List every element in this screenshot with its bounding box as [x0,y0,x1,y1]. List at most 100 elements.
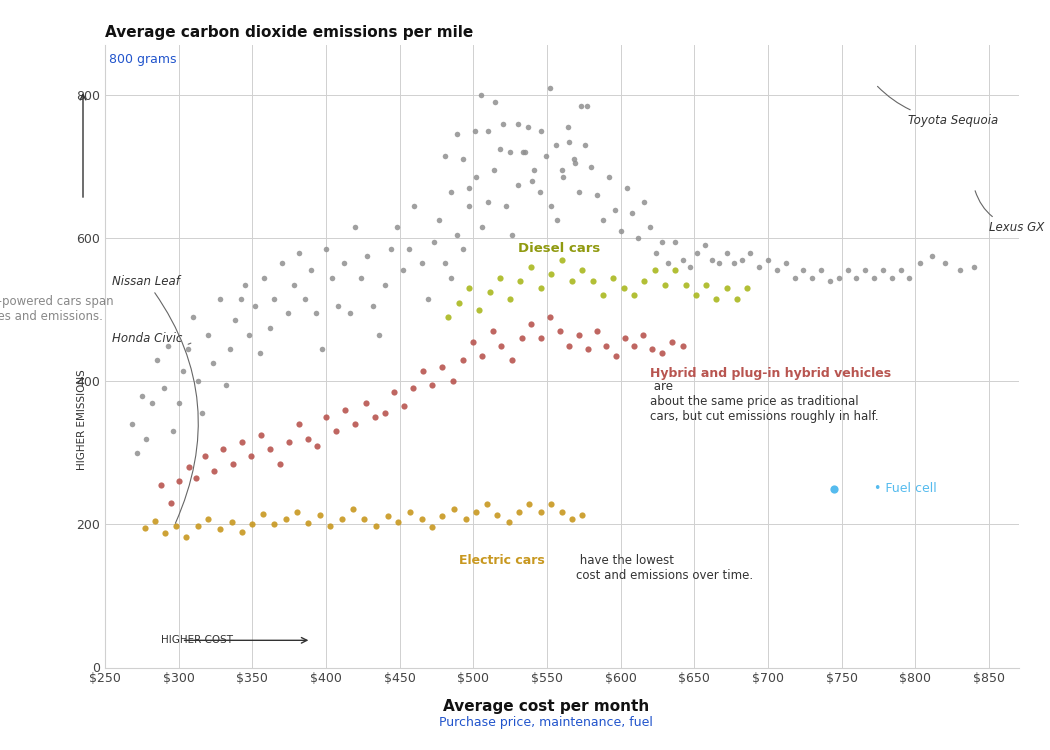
Point [177,530,194,542]
Point [414,514,430,526]
Point [312,509,329,521]
Point [443,272,460,284]
Point [532,282,549,294]
Point [300,517,317,529]
Point [211,293,228,305]
Point [667,236,684,248]
Point [951,265,968,277]
Point [576,140,593,152]
Point [194,407,211,419]
Point [521,498,538,510]
Point [523,261,540,273]
Point [786,272,803,284]
Point [337,404,354,416]
Point [234,526,251,538]
Point [181,461,197,473]
Point [251,346,268,358]
Point [211,524,228,536]
Point [170,397,187,409]
Point [330,300,346,312]
Point [478,498,495,510]
Point [224,516,240,528]
Point [579,100,595,112]
Point [432,214,448,226]
Point [487,96,504,108]
Point [394,265,411,277]
Point [634,328,651,340]
Point [636,196,653,208]
Point [607,203,624,215]
Point [491,272,508,284]
Point [813,265,830,277]
Text: HIGHER EMISSIONS: HIGHER EMISSIONS [77,370,87,470]
Point [937,257,953,269]
Text: HIGHER COST: HIGHER COST [161,635,233,645]
Point [266,293,282,305]
Point [450,296,467,308]
Point [344,503,361,515]
Point [624,207,640,219]
Point [377,407,394,419]
Point [461,182,478,194]
Point [923,250,940,262]
Point [443,186,460,198]
Point [574,509,591,521]
Point [517,146,533,158]
Point [594,290,611,302]
Text: • Fuel cell: • Fuel cell [874,482,937,495]
Point [509,118,526,130]
Point [901,272,918,284]
Point [136,522,153,534]
Point [400,243,417,255]
Point [214,443,231,455]
Point [636,275,653,287]
Point [180,343,196,355]
Point [911,257,928,269]
Point [404,382,421,394]
Point [653,236,670,248]
Point [468,506,485,518]
Point [821,275,838,287]
Point [322,520,339,532]
Point [328,425,344,437]
Point [200,328,216,340]
Point [612,225,629,237]
Point [646,265,663,277]
Point [656,279,673,291]
Point [348,419,364,430]
Point [256,272,273,284]
Point [470,304,487,316]
Point [564,513,581,525]
Text: Average cost per month: Average cost per month [443,699,649,714]
Point [564,275,581,287]
Point [742,247,759,259]
Point [561,340,578,352]
Text: Diesel cars: Diesel cars [518,242,600,255]
Point [777,257,794,269]
Point [553,254,570,266]
Point [667,265,684,277]
Point [674,254,691,266]
Point [359,250,376,262]
Point [618,182,635,194]
Point [688,290,705,302]
Point [616,332,633,344]
Point [165,425,182,437]
Point [261,322,278,334]
Point [278,513,295,525]
Point [461,282,478,294]
Point [163,497,180,509]
Point [488,509,505,521]
Point [440,311,457,323]
Text: 800 grams: 800 grams [109,53,176,67]
Point [357,397,374,409]
Point [196,451,213,463]
Point [509,178,526,190]
Point [605,272,622,284]
Point [461,200,478,212]
Point [335,257,352,269]
Point [572,100,589,112]
Point [503,354,520,366]
Point [425,236,442,248]
Point [531,186,548,198]
